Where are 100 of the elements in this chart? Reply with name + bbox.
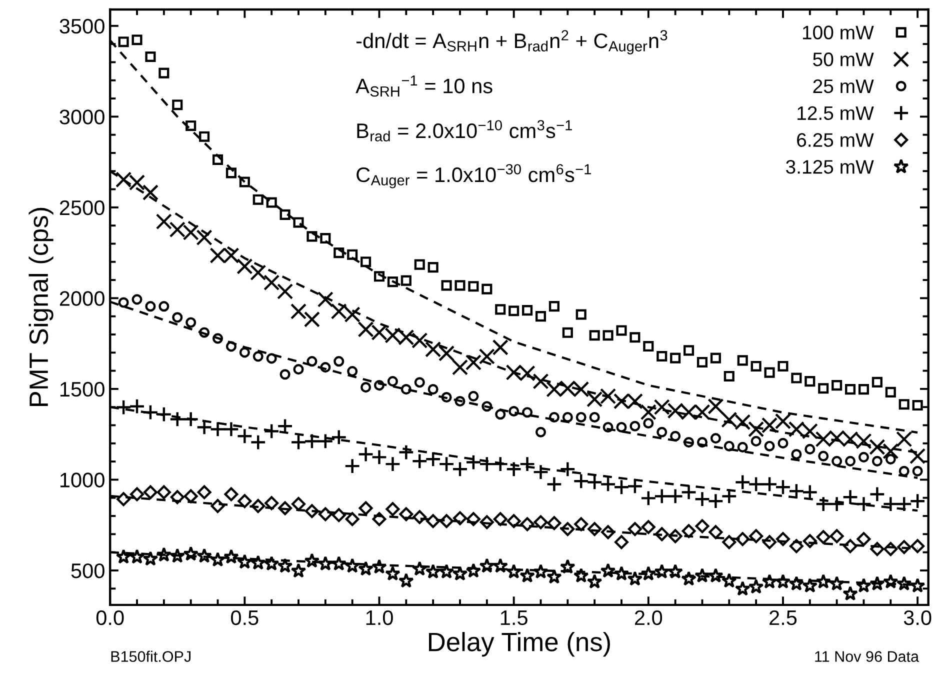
point (520, 568, 536, 583)
point (212, 333, 224, 344)
point (843, 539, 858, 554)
point (290, 562, 306, 578)
point (734, 580, 750, 596)
point (681, 570, 696, 586)
point (224, 487, 238, 502)
point (670, 430, 681, 442)
point (898, 399, 910, 410)
point (495, 409, 506, 420)
point (156, 546, 172, 562)
point (535, 311, 546, 322)
point (640, 490, 656, 506)
point (548, 412, 560, 423)
point (589, 330, 600, 341)
point (452, 566, 468, 581)
point (815, 496, 832, 512)
point (668, 564, 684, 579)
point (452, 359, 468, 376)
point (278, 501, 292, 516)
point (586, 574, 602, 589)
point (778, 438, 788, 448)
point (347, 249, 358, 260)
point (869, 576, 885, 591)
point (872, 376, 882, 388)
text: -dn/dt = A$_{SRH}$n + B$_{rad}$n$^{2}$ + C$_{Auger}$n$^{3}$ (356, 30, 668, 54)
point (210, 421, 226, 438)
point (694, 491, 710, 508)
point (145, 301, 156, 312)
point (280, 209, 290, 220)
point (791, 372, 802, 384)
point (508, 306, 520, 316)
point (614, 566, 630, 581)
point (508, 406, 520, 417)
point (492, 558, 508, 573)
point (454, 280, 466, 291)
point (684, 437, 694, 448)
point (239, 347, 250, 358)
point (626, 478, 644, 494)
point (236, 554, 252, 569)
point (560, 461, 576, 478)
point (643, 418, 654, 429)
point (749, 529, 764, 544)
y-axis-title: PMT Signal (cps) (28, 208, 54, 406)
point (856, 496, 872, 512)
point (761, 476, 778, 492)
point (210, 499, 225, 514)
point (616, 422, 627, 433)
point (845, 384, 856, 395)
x-tick-label: 1.5 (500, 610, 528, 626)
point (400, 275, 412, 286)
point (710, 433, 721, 444)
point (480, 515, 494, 530)
point (306, 231, 318, 242)
point (643, 340, 654, 352)
point (695, 519, 710, 534)
point (882, 496, 899, 512)
point (845, 456, 856, 466)
point (520, 517, 534, 532)
point (425, 564, 441, 579)
legend-label: 100 mW (802, 26, 874, 40)
point (656, 426, 668, 438)
point (774, 479, 792, 496)
point (750, 436, 762, 446)
point (750, 360, 762, 372)
point (412, 510, 427, 524)
point (560, 522, 575, 536)
point (708, 493, 724, 510)
y-tick-label: 1500 (60, 382, 104, 397)
point (856, 532, 871, 546)
point (334, 248, 344, 258)
point (304, 504, 319, 518)
point (791, 448, 802, 460)
point (236, 258, 253, 274)
point (737, 442, 748, 452)
point (292, 497, 306, 512)
point (804, 444, 816, 454)
point (290, 303, 307, 320)
point (682, 524, 696, 538)
point (802, 578, 818, 593)
point (317, 433, 334, 450)
point (320, 362, 331, 373)
point (306, 356, 318, 367)
point (788, 483, 804, 500)
point (602, 330, 614, 341)
point (318, 507, 332, 522)
point (210, 552, 226, 567)
point (721, 488, 738, 504)
point (560, 558, 576, 574)
point (196, 419, 212, 436)
point (589, 412, 600, 423)
point (276, 283, 294, 300)
point (250, 554, 266, 570)
point (239, 176, 250, 188)
point (468, 390, 479, 402)
legend-label: 3.125 mW (786, 160, 874, 174)
point (145, 51, 156, 62)
point (548, 301, 560, 312)
point (535, 426, 546, 438)
point (250, 264, 266, 281)
